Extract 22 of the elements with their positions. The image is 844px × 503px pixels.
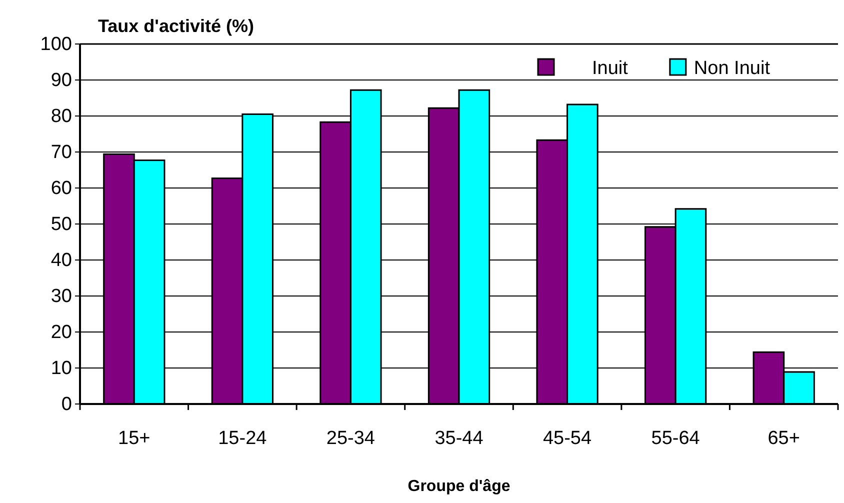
y-tick-label: 100 (40, 34, 72, 56)
y-tick-label: 90 (50, 70, 72, 92)
x-tick-label: 15-24 (218, 428, 268, 449)
x-axis-title: Groupe d'âge (408, 478, 510, 495)
y-tick-label: 60 (50, 178, 72, 200)
x-tick-label: 25-34 (326, 428, 376, 449)
y-tick-label: 80 (50, 106, 72, 128)
x-tick-label: 35-44 (434, 428, 484, 449)
legend-label: Inuit (592, 58, 629, 79)
x-tick-label: 45-54 (542, 428, 592, 449)
y-tick-label: 0 (61, 394, 72, 416)
y-tick-label: 10 (50, 358, 72, 380)
x-tick-label: 15+ (118, 428, 150, 449)
y-tick-label: 30 (50, 286, 72, 308)
y-tick-label: 20 (50, 322, 72, 344)
x-tick-label: 65+ (768, 428, 800, 449)
x-tick-label: 55-64 (651, 428, 700, 449)
y-tick-label: 70 (50, 142, 72, 164)
y-tick-label: 50 (50, 214, 72, 236)
y-tick-label: 40 (50, 250, 72, 272)
chart-title: Taux d'activité (%) (98, 16, 254, 36)
legend-label: Non Inuit (694, 58, 771, 79)
